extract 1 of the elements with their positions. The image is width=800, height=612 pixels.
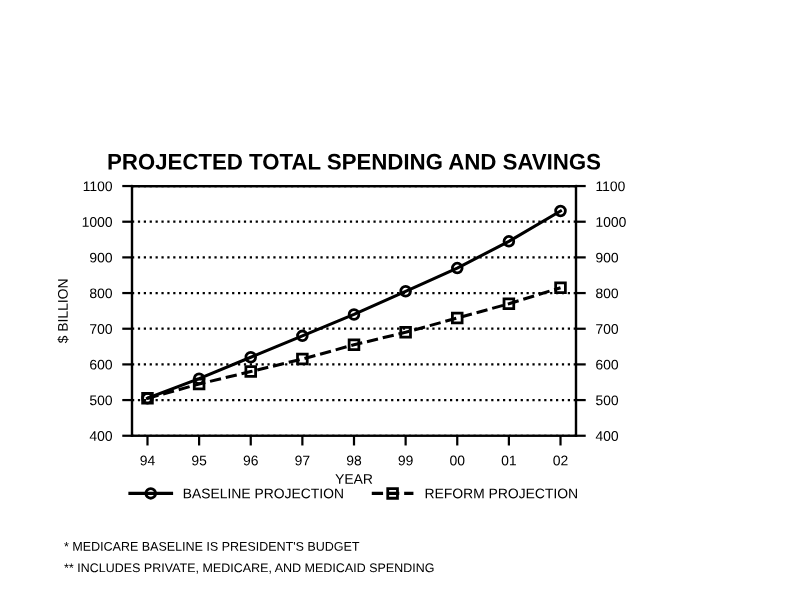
chart-title: PROJECTED TOTAL SPENDING AND SAVINGS <box>108 153 601 170</box>
